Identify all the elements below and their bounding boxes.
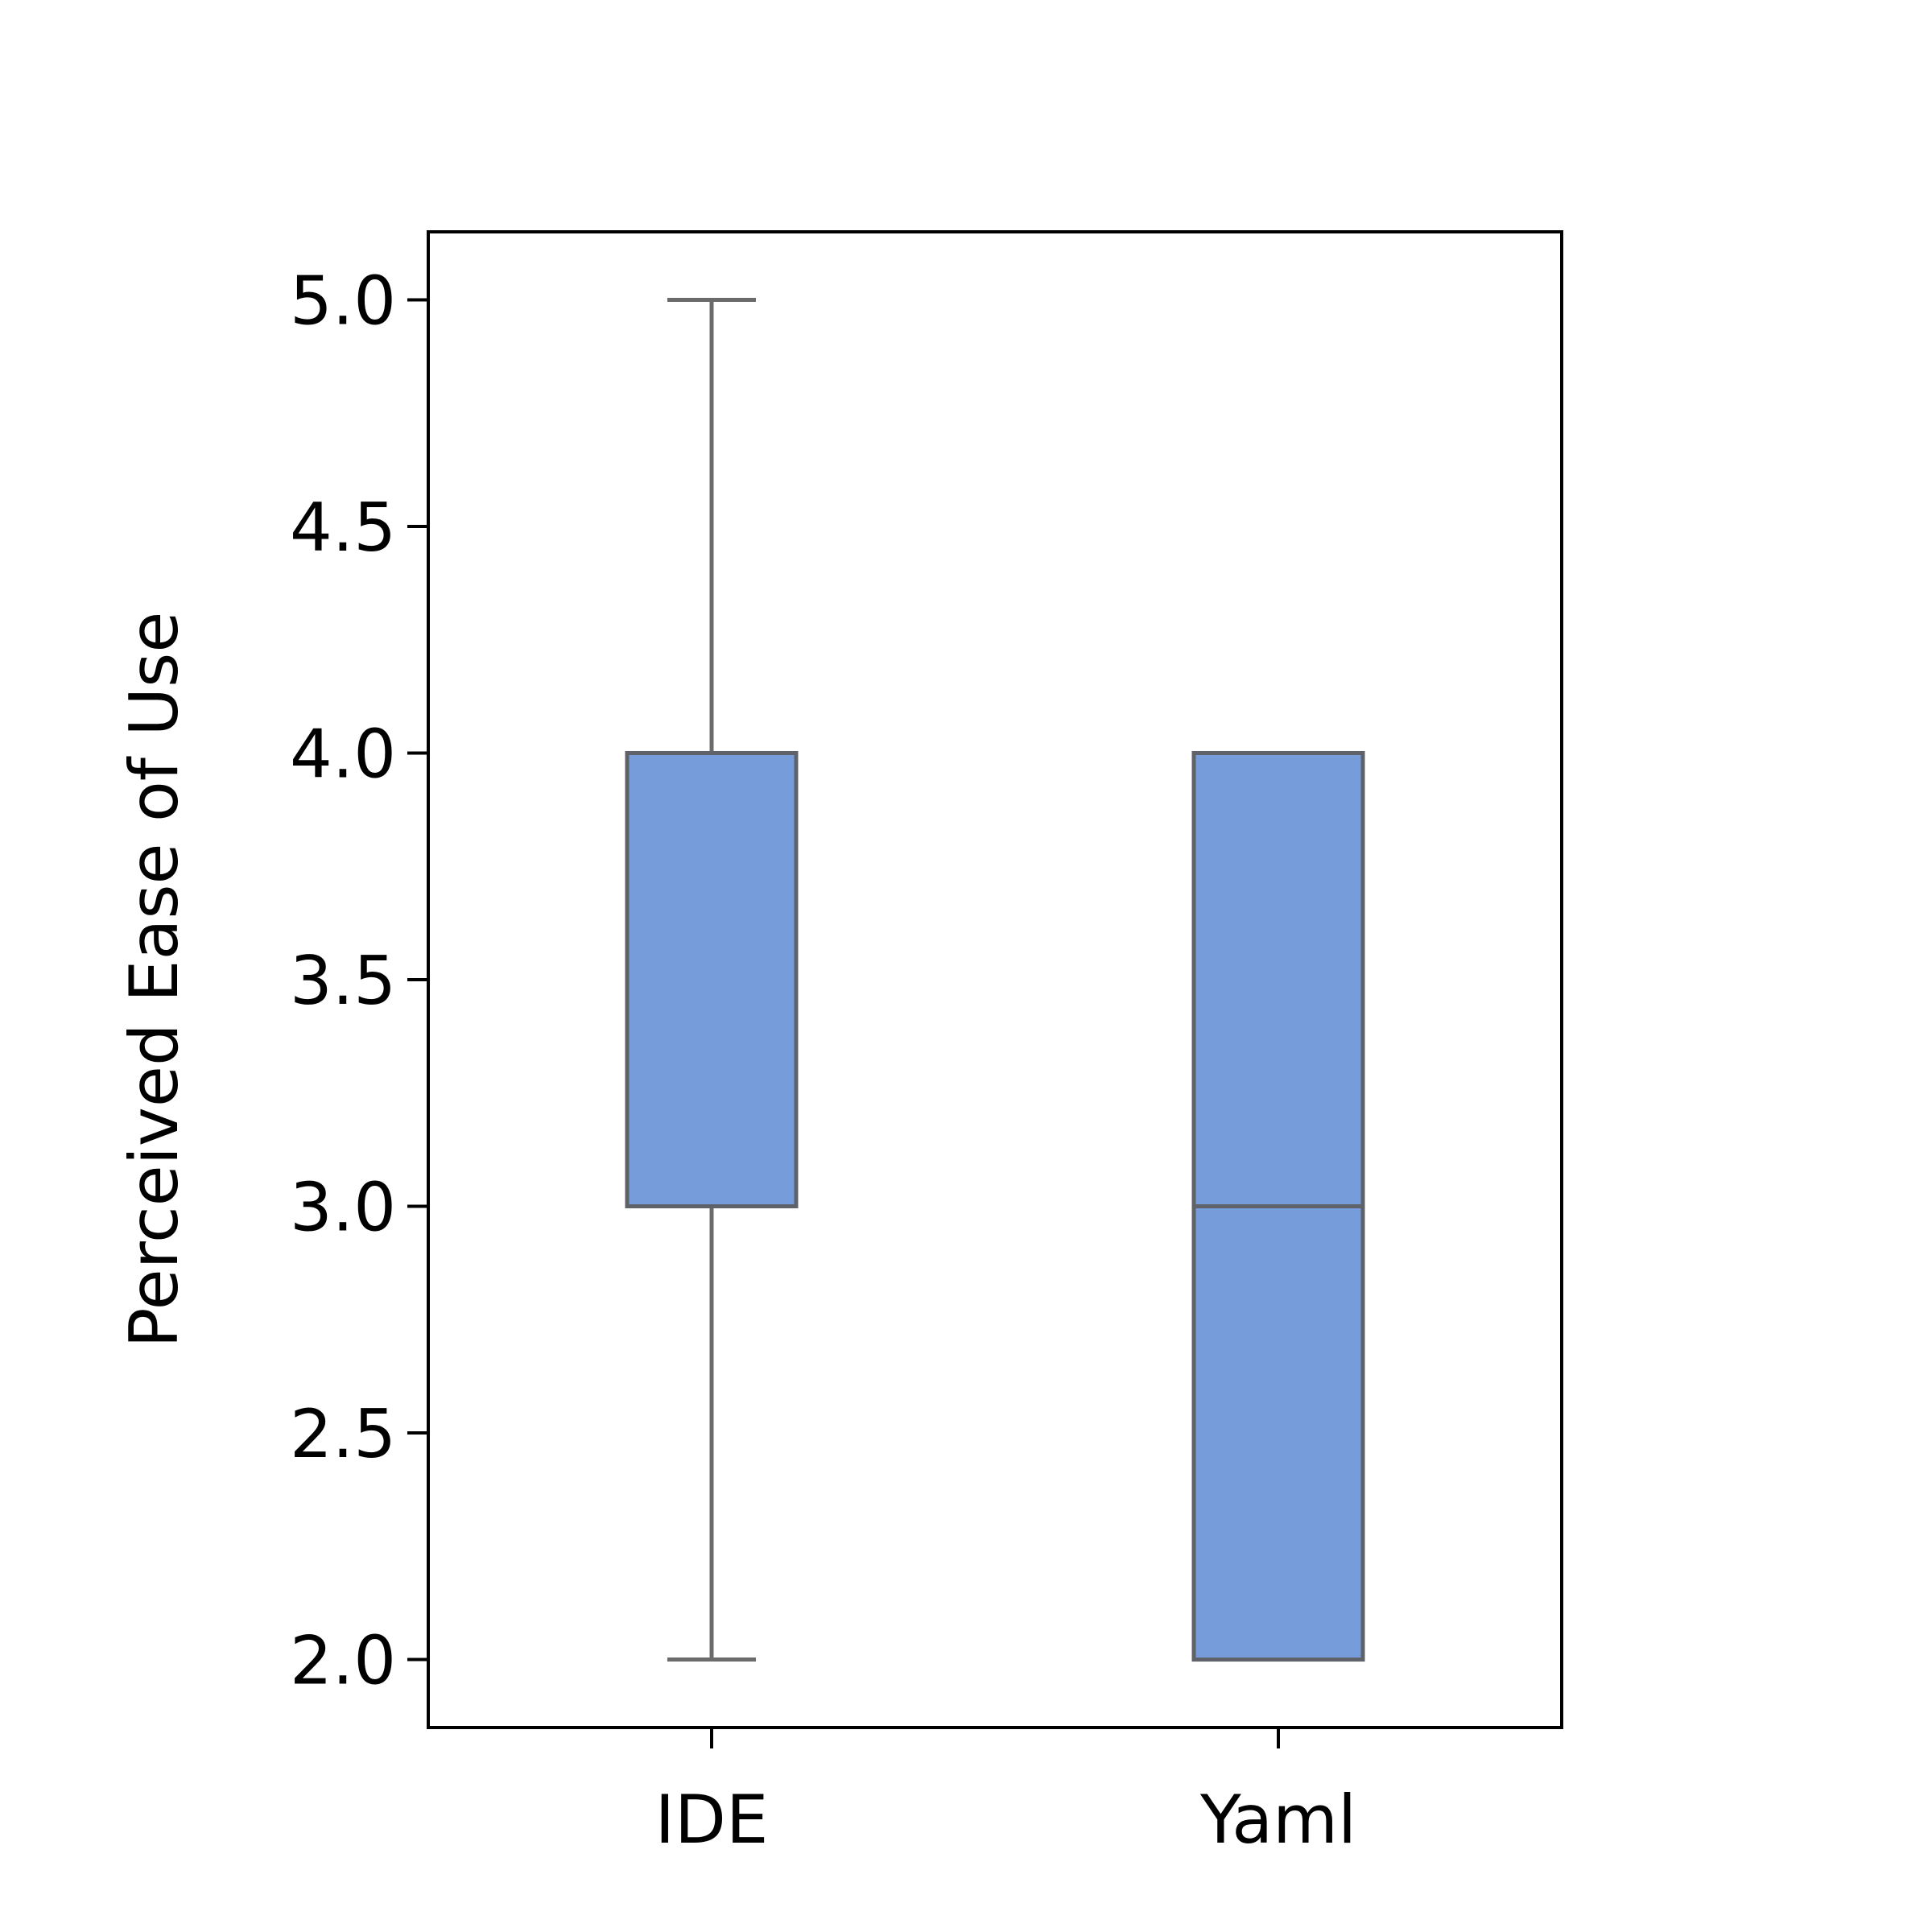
x-tick-label-yaml: Yaml bbox=[1199, 1781, 1356, 1859]
y-tick-label-5: 5.0 bbox=[290, 262, 396, 340]
plot-marks bbox=[625, 297, 1365, 1662]
box-ide bbox=[625, 297, 799, 1662]
y-tick-label-3: 3.0 bbox=[290, 1169, 396, 1247]
y-tick-label-4: 4.0 bbox=[290, 715, 396, 793]
iqr-box-ide bbox=[625, 750, 799, 1209]
y-tick-label-2: 2.0 bbox=[290, 1622, 396, 1700]
y-axis-label: Perceived Ease of Use bbox=[115, 612, 193, 1348]
y-tick-label-3-5: 3.5 bbox=[290, 942, 396, 1020]
x-tick-label-ide: IDE bbox=[655, 1781, 769, 1859]
axes-ticks: IDE Yaml 2.0 2.5 3.0 3.5 4.0 4.5 5.0 bbox=[290, 262, 1356, 1859]
axes-frame bbox=[427, 230, 1563, 1729]
y-tick-label-4-5: 4.5 bbox=[290, 489, 396, 567]
y-tick-label-2-5: 2.5 bbox=[290, 1395, 396, 1473]
box-yaml bbox=[1191, 750, 1365, 1662]
